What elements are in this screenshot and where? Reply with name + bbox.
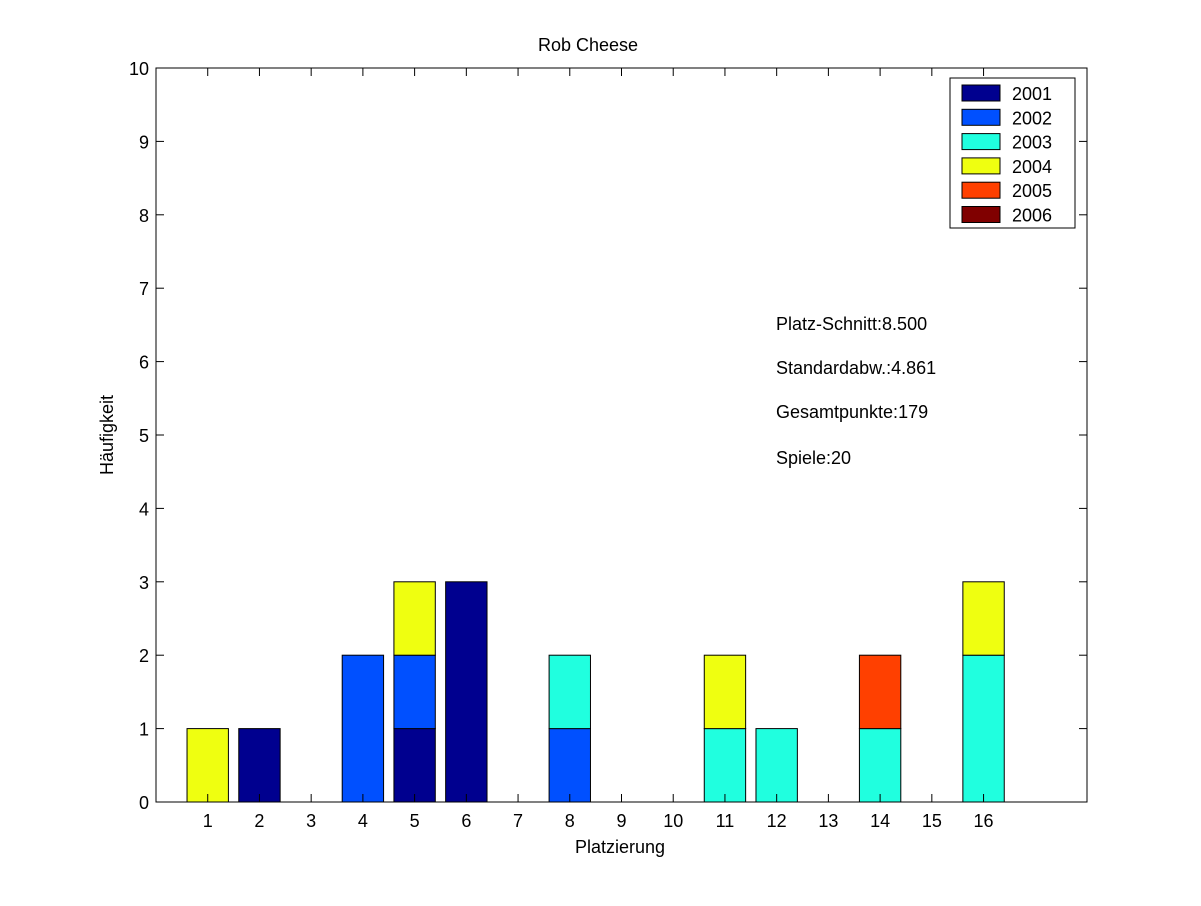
- bar-14-2003: [858, 728, 902, 803]
- x-tick-label: 9: [616, 811, 626, 831]
- x-tick-label: 4: [358, 811, 368, 831]
- bar-12-2003: [755, 728, 798, 803]
- y-tick-label: 3: [139, 573, 149, 593]
- y-tick-label: 9: [139, 132, 149, 152]
- bar-11-2003: [703, 728, 747, 803]
- bars-layer: [186, 581, 1005, 803]
- y-tick-label: 5: [139, 426, 149, 446]
- legend-box: [949, 77, 1076, 229]
- y-tick-label: 1: [139, 720, 149, 740]
- x-tick-label: 13: [818, 811, 838, 831]
- y-tick-label: 0: [139, 793, 149, 813]
- stat-annotation: Spiele:20: [776, 448, 851, 468]
- bar-4-2002: [341, 654, 385, 803]
- x-tick-label: 12: [767, 811, 787, 831]
- x-tick-label: 8: [565, 811, 575, 831]
- bar-1-2004: [186, 728, 229, 803]
- legend-label: 2001: [1012, 84, 1052, 104]
- legend-swatch-2006: [961, 206, 1001, 223]
- annotations-layer: Platz-Schnitt:8.500 Standardabw.:4.861 Ges…: [776, 314, 936, 468]
- bar-11-2004: [703, 654, 747, 730]
- bar-5-2004: [393, 581, 436, 656]
- x-tick-label: 7: [513, 811, 523, 831]
- x-axis-label: Platzierung: [575, 837, 665, 857]
- x-tick-label: 10: [663, 811, 683, 831]
- bar-14-2005: [858, 654, 902, 730]
- legend-label: 2003: [1012, 133, 1052, 153]
- legend-label: 2004: [1012, 157, 1052, 177]
- x-tick-label: 2: [254, 811, 264, 831]
- legend-swatch-2005: [961, 181, 1001, 199]
- chart-title: Rob Cheese: [538, 35, 638, 55]
- bar-5-2002: [393, 654, 436, 730]
- stat-annotation: Standardabw.:4.861: [776, 358, 936, 378]
- bar-8-2003: [548, 654, 591, 730]
- y-axis-label: Häufigkeit: [97, 395, 117, 475]
- bar-6-2001: [445, 581, 488, 803]
- bar-8-2002: [548, 728, 591, 803]
- x-tick-label: 3: [306, 811, 316, 831]
- legend-swatch-2004: [961, 157, 1001, 175]
- legend-swatch-2003: [961, 133, 1001, 151]
- stat-annotation: Platz-Schnitt:8.500: [776, 314, 927, 334]
- x-tick-label: 5: [410, 811, 420, 831]
- stat-annotation: Gesamtpunkte:179: [776, 402, 928, 422]
- y-tick-label: 8: [139, 206, 149, 226]
- y-tick-label: 6: [139, 353, 149, 373]
- legend-label: 2006: [1012, 206, 1052, 226]
- x-tick-label: 14: [870, 811, 890, 831]
- y-tick-label: 4: [139, 499, 149, 519]
- bar-16-2004: [962, 581, 1005, 656]
- bar-5-2001: [393, 728, 436, 803]
- legend-swatch-2001: [961, 84, 1001, 102]
- legend: 2001 2002 2003 2004 2005 2006: [949, 77, 1076, 229]
- y-tick-label: 2: [139, 646, 149, 666]
- bar-16-2003: [962, 654, 1005, 803]
- x-tick-label: 6: [461, 811, 471, 831]
- legend-label: 2005: [1012, 181, 1052, 201]
- x-tick-label: 11: [716, 811, 735, 831]
- y-tick-label: 7: [139, 279, 149, 299]
- bar-2-2001: [238, 728, 281, 803]
- y-tick-label: 10: [129, 59, 149, 79]
- legend-swatch-2002: [961, 108, 1001, 126]
- x-tick-label: 15: [922, 811, 942, 831]
- legend-label: 2002: [1012, 108, 1052, 128]
- x-tick-label: 16: [974, 811, 994, 831]
- x-tick-label: 1: [203, 811, 213, 831]
